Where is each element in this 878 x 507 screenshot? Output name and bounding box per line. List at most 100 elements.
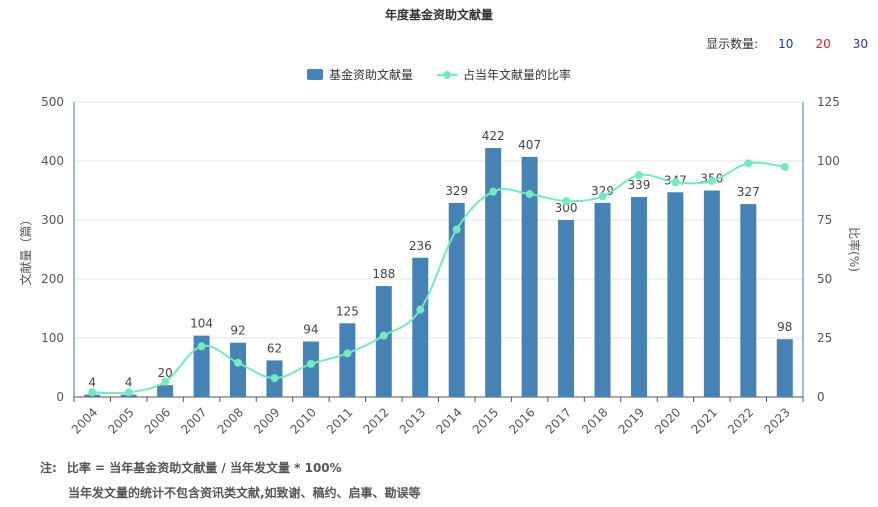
bar-value-label: 104 (190, 317, 213, 331)
ratio-point (161, 377, 170, 386)
ratio-point (124, 388, 133, 397)
bar-value-label: 188 (372, 267, 395, 281)
ratio-point (671, 178, 680, 187)
y2-axis-tick-label: 50 (817, 272, 832, 286)
bar (485, 148, 502, 397)
x-axis-tick-label: 2020 (652, 405, 683, 436)
y2-axis-tick-label: 75 (817, 213, 832, 227)
note-line-2: 当年发文量的统计不包含资讯类文献,如致谢、稿约、启事、勘误等 (68, 486, 421, 500)
ratio-line (92, 161, 785, 395)
ratio-point (379, 331, 388, 340)
y2-axis-tick-label: 125 (817, 95, 840, 109)
chart-title: 年度基金资助文献量 (384, 8, 493, 22)
x-axis-tick-label: 2005 (105, 405, 136, 436)
ratio-point (452, 225, 461, 234)
legend-line-label: 占当年文献量的比率 (463, 68, 572, 82)
x-axis-tick-label: 2022 (725, 405, 756, 436)
ratio-point (197, 342, 206, 351)
ratio-point (707, 177, 716, 186)
ratio-point (234, 358, 243, 367)
x-axis-tick-label: 2019 (616, 405, 647, 436)
x-axis-tick-label: 2016 (506, 405, 537, 436)
y-axis-tick-label: 0 (56, 390, 64, 404)
ratio-point (744, 159, 753, 168)
bar (667, 192, 684, 397)
legend-bar-swatch (306, 69, 323, 80)
x-axis-tick-label: 2004 (69, 405, 100, 436)
ratio-point (634, 171, 643, 180)
y-axis-tick-label: 100 (41, 331, 64, 345)
y-axis-tick-label: 400 (41, 154, 64, 168)
legend-item-line-series[interactable]: 占当年文献量的比率 (437, 66, 571, 83)
x-axis-tick-label: 2007 (178, 405, 209, 436)
x-axis-tick-label: 2006 (142, 405, 173, 436)
chart-canvas: 0 100 200 300 400 500 0 25 50 75 100 125 文献量（篇） 比率(%)… (18, 95, 862, 437)
bar (157, 385, 174, 397)
x-axis-tick-label: 2021 (688, 405, 719, 436)
y2-axis-tick-label: 0 (817, 390, 825, 404)
bar (302, 341, 319, 397)
bar (703, 190, 720, 397)
legend-item-bar-series[interactable]: 基金资助文献量 (306, 66, 413, 83)
bar (630, 196, 647, 397)
bar-value-label: 62 (267, 341, 282, 355)
bar (558, 220, 575, 397)
bar (412, 257, 429, 397)
x-axis-tick-label: 2010 (288, 405, 319, 436)
x-axis-tick-label: 2012 (360, 405, 391, 436)
note-prefix: 注: (40, 461, 57, 475)
bar-value-label: 92 (230, 324, 245, 338)
y-axis-tick-label: 300 (41, 213, 64, 227)
y2-axis-title: 比率(%) (847, 227, 862, 272)
bar-value-label: 98 (777, 320, 792, 334)
x-axis-tick-label: 2013 (397, 405, 428, 436)
bar (339, 323, 356, 397)
display-count-label: 显示数量: (706, 37, 759, 51)
ratio-point (270, 374, 279, 383)
legend-line-swatch (437, 69, 457, 80)
display-count-option-30[interactable]: 30 (852, 36, 868, 51)
ratio-point (88, 388, 97, 397)
ratio-point (525, 190, 534, 199)
ratio-point (416, 305, 425, 314)
bar-value-label: 300 (555, 201, 578, 215)
y-axis-tick-label: 500 (41, 95, 64, 109)
bar-value-label: 125 (336, 304, 359, 318)
display-count-selector: 显示数量: 10 20 30 (706, 35, 868, 52)
y2-axis-tick-label: 100 (817, 154, 840, 168)
x-axis-tick-label: 2009 (251, 405, 282, 436)
x-axis-tick-label: 2018 (579, 405, 610, 436)
bar (594, 202, 611, 397)
ratio-point (306, 359, 315, 368)
legend-bar-label: 基金资助文献量 (328, 68, 413, 82)
chart-legend: 基金资助文献量 占当年文献量的比率 (0, 66, 878, 83)
bar-value-label: 4 (88, 376, 96, 390)
bar (230, 342, 247, 397)
bar (375, 286, 392, 397)
ratio-point (598, 192, 607, 201)
ratio-point (343, 349, 352, 358)
ratio-point (562, 197, 571, 206)
bar-value-label: 94 (303, 323, 318, 337)
bar-value-label: 327 (737, 185, 760, 199)
ratio-point (489, 187, 498, 196)
display-count-option-20[interactable]: 20 (815, 36, 831, 51)
bar-value-label: 20 (157, 366, 172, 380)
bar-value-label: 329 (445, 184, 468, 198)
bar (521, 156, 538, 397)
bar-value-label: 422 (482, 129, 505, 143)
x-axis-tick-label: 2014 (433, 405, 464, 436)
bar-value-label: 407 (518, 138, 541, 152)
note-line-1: 注: 比率 = 当年基金资助文献量 / 当年发文量 * 100% (40, 459, 342, 476)
bar (776, 339, 793, 397)
bar-value-label: 4 (125, 376, 133, 390)
x-axis-tick-label: 2011 (324, 405, 355, 436)
bar-value-label: 339 (628, 178, 651, 192)
display-count-option-10[interactable]: 10 (778, 36, 794, 51)
bar-value-label: 236 (409, 239, 432, 253)
y-axis-title: 文献量（篇） (18, 213, 33, 285)
x-axis-tick-label: 2015 (470, 405, 501, 436)
y2-axis-tick-label: 25 (817, 331, 832, 345)
note-formula: 比率 = 当年基金资助文献量 / 当年发文量 * 100% (66, 461, 342, 475)
x-axis-tick-label: 2023 (761, 405, 792, 436)
